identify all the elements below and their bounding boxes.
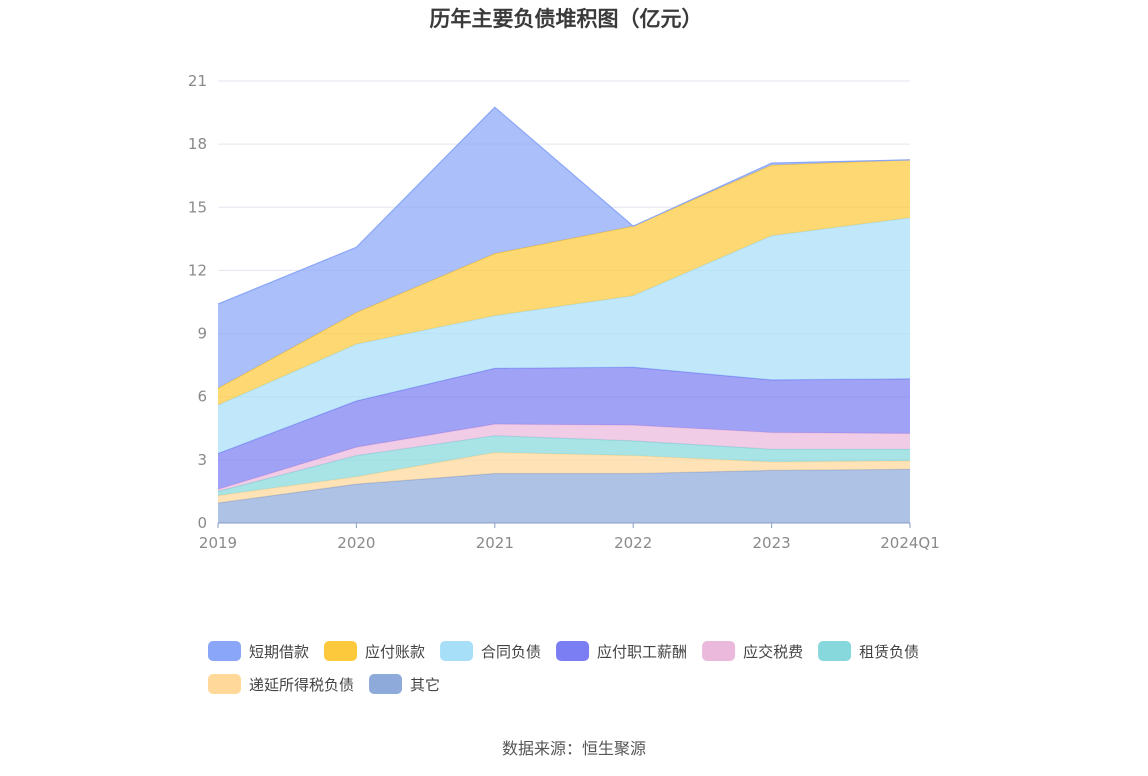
legend-label: 递延所得税负债	[249, 676, 354, 694]
y-tick-label: 0	[197, 514, 207, 532]
x-tick-label: 2024Q1	[880, 534, 940, 552]
legend-swatch	[208, 641, 241, 661]
y-tick-label: 9	[197, 325, 207, 343]
y-tick-label: 21	[188, 72, 207, 90]
x-tick-label: 2023	[753, 534, 791, 552]
legend-swatch	[818, 641, 852, 661]
x-tick-label: 2020	[337, 534, 375, 552]
area-series-6	[218, 159, 910, 406]
chart-title: 历年主要负债堆积图（亿元）	[430, 7, 703, 31]
legend-label: 其它	[410, 676, 440, 694]
area-series-0	[218, 469, 910, 523]
x-tick-label: 2019	[199, 534, 237, 552]
legend-label: 应付职工薪酬	[597, 643, 687, 661]
legend-swatch	[556, 641, 590, 661]
area-series-3	[218, 424, 910, 492]
legend-swatch	[440, 641, 474, 661]
y-tick-label: 3	[197, 451, 207, 469]
legend-swatch	[324, 641, 358, 661]
area-series-4	[218, 367, 910, 490]
legend-label: 租赁负债	[859, 643, 919, 661]
y-tick-label: 12	[188, 261, 207, 279]
x-tick-label: 2022	[614, 534, 652, 552]
axes: 0 3 6 9 12 15 18 21 2019 2020 2021 2022 2023 2024Q1	[188, 72, 940, 552]
source-text: 数据来源：恒生聚源	[502, 739, 646, 758]
legend-swatch	[208, 674, 241, 694]
legend-label: 短期借款	[249, 643, 309, 661]
legend-swatch	[369, 674, 403, 694]
legend-swatch	[702, 641, 736, 661]
legend-label: 应付账款	[365, 643, 425, 661]
legend-label: 合同负债	[481, 643, 541, 661]
legend-label: 应交税费	[743, 643, 803, 661]
y-tick-label: 15	[188, 198, 207, 216]
area-series-line-7	[217, 106, 911, 305]
area-series-5	[218, 217, 910, 454]
y-tick-label: 6	[197, 388, 207, 406]
x-tick-label: 2021	[476, 534, 514, 552]
area-series-1	[218, 452, 910, 503]
y-tick-label: 18	[188, 135, 207, 153]
area-series	[217, 106, 911, 523]
